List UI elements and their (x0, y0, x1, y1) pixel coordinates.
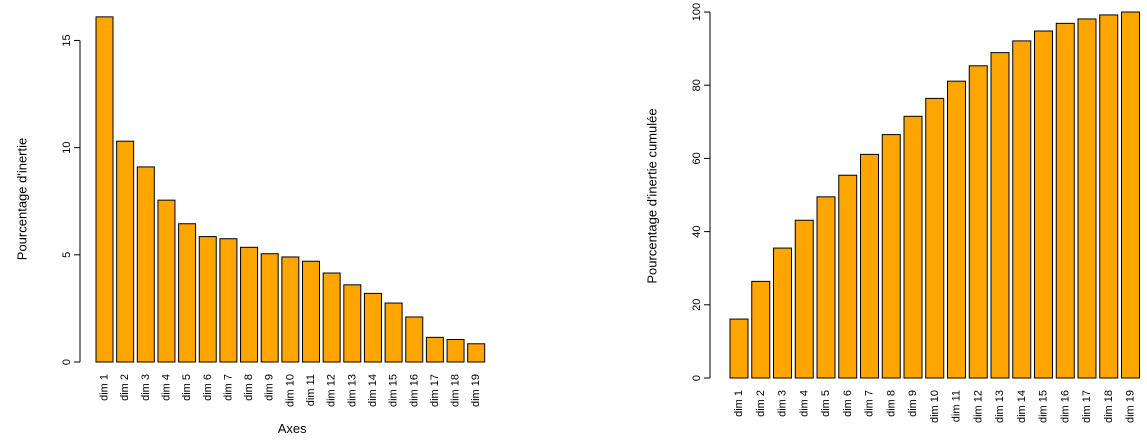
bar-dim-5 (178, 223, 197, 363)
x-tick-label: dim 13 (994, 390, 1006, 423)
y-tick-label: 20 (691, 299, 703, 311)
bar-dim-15 (1034, 30, 1053, 379)
x-tick-label: dim 6 (202, 374, 214, 401)
y-tick-label: 40 (691, 225, 703, 237)
x-tick-label: dim 4 (160, 374, 172, 401)
bar-dim-2 (751, 280, 771, 379)
x-tick-label: dim 12 (972, 390, 984, 423)
x-tick-label: dim 18 (1103, 390, 1115, 423)
bar-dim-3 (136, 166, 155, 363)
y-tick-label: 10 (61, 142, 73, 154)
x-tick-label: dim 18 (450, 374, 462, 407)
x-tick-label: dim 1 (733, 390, 745, 417)
x-tick-label: dim 7 (864, 390, 876, 417)
x-tick-label: dim 15 (388, 374, 400, 407)
y-tick-label: 0 (61, 359, 73, 365)
x-axis-title: Axes (278, 421, 307, 436)
bar-dim-16 (405, 316, 424, 363)
x-tick-label: dim 8 (885, 390, 897, 417)
y-tick-label: 100 (691, 3, 703, 21)
x-tick-label: dim 12 (326, 374, 338, 407)
bar-dim-18 (446, 338, 465, 363)
bar-dim-15 (384, 302, 403, 363)
bar-dim-10 (281, 256, 300, 363)
bar-dim-1 (95, 16, 114, 363)
x-tick-label: dim 14 (367, 374, 379, 407)
x-tick-label: dim 2 (119, 374, 131, 401)
x-tick-label: dim 3 (140, 374, 152, 401)
y-tick-label: 80 (691, 79, 703, 91)
x-tick-label: dim 7 (222, 374, 234, 401)
inertia-chart: 0 5 10 15 dim 1 dim 2 dim 3 dim 4 dim 5 dim 6 dim … (15, 16, 486, 436)
bar-dim-13 (990, 52, 1010, 379)
x-tick-label: dim 9 (264, 374, 276, 401)
x-tick-label: dim 9 (907, 390, 919, 417)
x-tick-label: dim 11 (305, 374, 317, 406)
bar-dim-14 (1012, 40, 1032, 379)
bar-dim-7 (219, 238, 238, 363)
x-tick-label: dim 1 (99, 374, 111, 401)
x-tick-label: dim 11 (951, 390, 963, 422)
bar-dim-12 (322, 272, 341, 363)
bar-dim-10 (925, 97, 945, 379)
x-tick-label: dim 10 (929, 390, 941, 423)
x-tick-label: dim 17 (1081, 390, 1093, 423)
x-tick-label: dim 19 (470, 374, 482, 407)
bar-dim-4 (794, 219, 814, 379)
bar-dim-8 (881, 134, 901, 379)
bar-dim-9 (260, 253, 279, 363)
bar-dim-19 (467, 343, 486, 363)
bar-dim-4 (157, 199, 176, 363)
x-tick-label: dim 19 (1125, 390, 1137, 423)
y-tick-label: 0 (691, 375, 703, 381)
cumulative-inertia-chart: 0 20 40 60 80 100 dim 1 dim 2 dim 3 dim 4 dim 5 dim… (645, 3, 1140, 423)
x-tick-label: dim 2 (755, 390, 767, 417)
bar-dim-5 (816, 196, 836, 379)
bar-dim-11 (302, 260, 320, 363)
x-tick-label: dim 14 (1016, 390, 1028, 423)
x-tick-label: dim 5 (820, 390, 832, 417)
bar-dim-1 (729, 318, 749, 379)
y-tick-label: 15 (61, 34, 73, 46)
bar-dim-7 (860, 153, 879, 379)
bar-dim-2 (116, 140, 135, 363)
bar-dim-9 (903, 115, 923, 379)
x-tick-label: dim 16 (1059, 390, 1071, 423)
y-axis-title: Pourcentage d'inertie (15, 138, 30, 260)
y-axis-title: Pourcentage d'inertie cumulée (645, 108, 660, 283)
bar-dim-16 (1055, 22, 1075, 379)
bar-dim-19 (1121, 11, 1140, 379)
x-tick-label: dim 17 (429, 374, 441, 407)
bar-dim-6 (838, 174, 858, 379)
x-tick-label: dim 3 (777, 390, 789, 417)
bar-dim-6 (198, 236, 217, 363)
bar-dim-17 (1077, 18, 1097, 379)
bar-dim-17 (425, 336, 444, 363)
x-tick-label: dim 10 (284, 374, 296, 407)
bar-dim-13 (343, 284, 362, 363)
x-tick-label: dim 4 (798, 390, 810, 417)
x-tick-label: dim 15 (1038, 390, 1050, 423)
x-tick-label: dim 6 (842, 390, 854, 417)
x-tick-label: dim 8 (243, 374, 255, 401)
y-tick-label: 60 (691, 152, 703, 164)
x-tick-label: dim 16 (408, 374, 420, 407)
bar-dim-18 (1099, 14, 1119, 379)
bar-dim-12 (968, 65, 988, 379)
bar-dim-3 (773, 247, 792, 379)
bar-dim-11 (947, 80, 966, 379)
y-tick-label: 5 (61, 252, 73, 258)
bar-dim-14 (363, 292, 382, 363)
bar-dim-8 (240, 246, 259, 363)
x-tick-label: dim 5 (181, 374, 193, 401)
x-tick-label: dim 13 (346, 374, 358, 407)
